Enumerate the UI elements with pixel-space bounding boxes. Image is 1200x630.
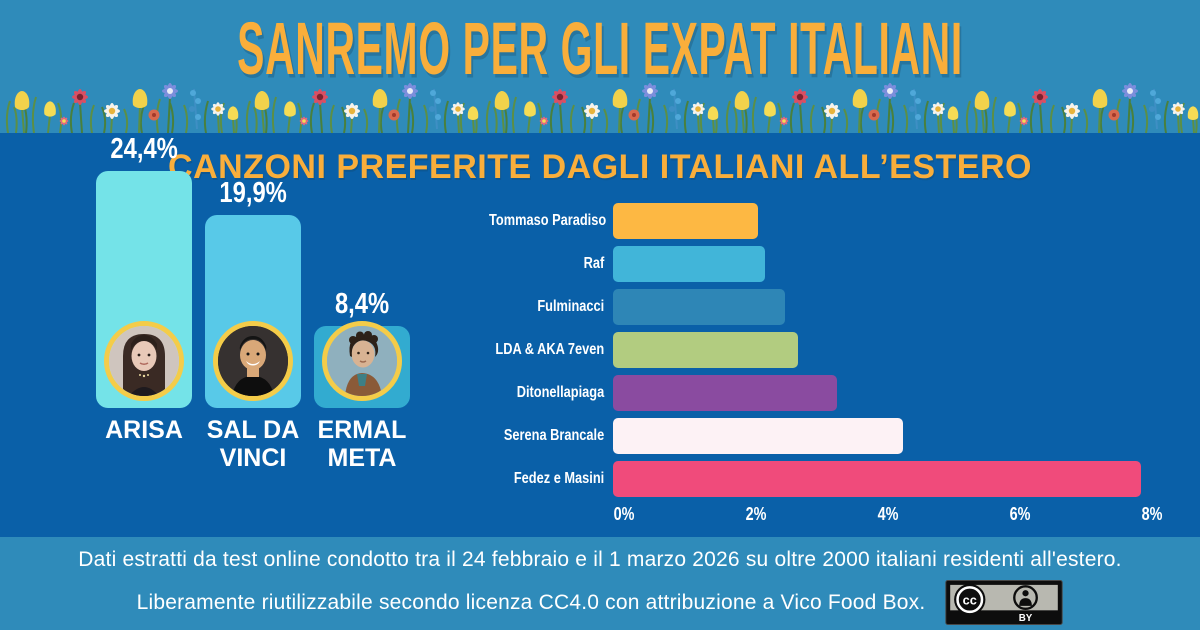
bar-ditonellapiaga bbox=[613, 375, 838, 411]
sal-da-vinci-avatar bbox=[213, 321, 293, 401]
page-title: SANREMO PER GLI EXPAT ITALIANI bbox=[237, 6, 963, 90]
license-row: Liberamente riutilizzabile secondo licen… bbox=[0, 580, 1200, 625]
horizontal-bar-chart: Tommaso Paradiso Raf Fulminacci LDA & AK… bbox=[458, 199, 1200, 528]
chart-row: LDA & AKA 7even bbox=[458, 332, 1200, 368]
ermal-meta-portrait-icon bbox=[327, 326, 397, 396]
bar-lda-aka-7even bbox=[613, 332, 798, 368]
row-label: Serena Brancale bbox=[503, 427, 605, 444]
main-panel: CANZONI PREFERITE DAGLI ITALIANI ALL’EST… bbox=[0, 133, 1200, 537]
podium-column-arisa: 24,4% bbox=[96, 135, 192, 475]
bar-track bbox=[613, 332, 1141, 368]
row-label: LDA & AKA 7even bbox=[495, 341, 605, 358]
bar-sal-da-vinci bbox=[205, 215, 301, 408]
footer-banner: Dati estratti da test online condotto tr… bbox=[0, 537, 1200, 630]
podium-column-ermal-meta: 8,4% bbox=[314, 290, 410, 475]
bar-arisa bbox=[96, 171, 192, 408]
axis-tick: 2% bbox=[745, 504, 767, 524]
bar-track bbox=[613, 246, 1141, 282]
chart-row: Fulminacci bbox=[458, 289, 1200, 325]
row-label: Ditonellapiaga bbox=[516, 384, 605, 401]
bar-track bbox=[613, 289, 1141, 325]
bar-track bbox=[613, 418, 1141, 454]
section-title: CANZONI PREFERITE DAGLI ITALIANI ALL’EST… bbox=[168, 148, 1032, 186]
cc-by-badge: cc BY bbox=[945, 580, 1064, 625]
row-label: Tommaso Paradiso bbox=[489, 212, 607, 229]
top3-vertical-bar-chart: 24,4% bbox=[0, 135, 458, 528]
bar-track bbox=[613, 375, 1141, 411]
axis-tick: 0% bbox=[613, 504, 635, 524]
header-banner: SANREMO PER GLI EXPAT ITALIANI bbox=[0, 0, 1200, 133]
chart-row: Ditonellapiaga bbox=[458, 375, 1200, 411]
bar-tommaso-paradiso bbox=[613, 203, 759, 239]
value-label: 19,9% bbox=[219, 177, 287, 209]
data-source-note: Dati estratti da test online condotto tr… bbox=[78, 548, 1122, 571]
artist-name: SAL DA VINCI bbox=[206, 416, 300, 472]
arisa-portrait-icon bbox=[109, 326, 179, 396]
ermal-meta-avatar bbox=[322, 321, 402, 401]
chart-row: Tommaso Paradiso bbox=[458, 203, 1200, 239]
axis-tick: 8% bbox=[1141, 504, 1163, 524]
value-label: 8,4% bbox=[334, 288, 390, 320]
chart-row: Serena Brancale bbox=[458, 418, 1200, 454]
arisa-avatar bbox=[104, 321, 184, 401]
value-label: 24,4% bbox=[110, 133, 178, 165]
row-label: Raf bbox=[583, 255, 605, 272]
bar-track bbox=[613, 203, 1141, 239]
license-note: Liberamente riutilizzabile secondo licen… bbox=[136, 590, 926, 614]
svg-text:BY: BY bbox=[1019, 613, 1033, 624]
cc-by-license-icon: cc BY bbox=[945, 580, 1064, 625]
axis-tick: 4% bbox=[877, 504, 899, 524]
row-label: Fedez e Masini bbox=[513, 470, 605, 487]
artist-name: ERMAL META bbox=[317, 416, 407, 472]
svg-text:cc: cc bbox=[963, 592, 977, 607]
bar-fulminacci bbox=[613, 289, 785, 325]
bar-serena-brancale bbox=[613, 418, 904, 454]
bar-ermal-meta bbox=[314, 321, 410, 408]
sal-da-vinci-portrait-icon bbox=[218, 326, 288, 396]
chart-row: Raf bbox=[458, 246, 1200, 282]
axis-tick: 6% bbox=[1009, 504, 1031, 524]
x-axis: 0% 2% 4% 6% 8% bbox=[614, 504, 1163, 528]
podium-column-sal-da-vinci: 19,9% bbox=[205, 179, 301, 475]
chart-row: Fedez e Masini bbox=[458, 461, 1200, 497]
row-label: Fulminacci bbox=[537, 298, 605, 315]
vertical-bars-row: 24,4% bbox=[96, 135, 458, 475]
bar-track bbox=[613, 461, 1141, 497]
charts-area: 24,4% bbox=[0, 135, 1200, 528]
bar-raf bbox=[613, 246, 765, 282]
flower-meadow-illustration bbox=[0, 71, 1200, 133]
artist-name: ARISA bbox=[105, 416, 183, 444]
bar-fedez-e-masini bbox=[613, 461, 1141, 497]
